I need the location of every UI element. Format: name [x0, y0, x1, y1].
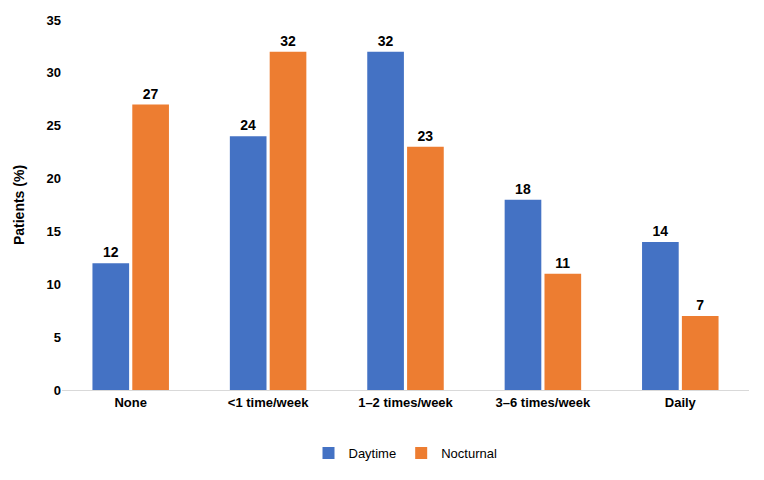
svg-text:30: 30 — [47, 65, 61, 80]
svg-text:27: 27 — [143, 86, 159, 102]
svg-text:Patients (%): Patients (%) — [11, 165, 27, 245]
svg-text:3–6 times/week: 3–6 times/week — [496, 395, 591, 410]
svg-text:20: 20 — [47, 171, 61, 186]
svg-text:25: 25 — [47, 118, 61, 133]
svg-text:7: 7 — [696, 297, 704, 313]
svg-text:10: 10 — [47, 277, 61, 292]
svg-text:Daily: Daily — [665, 395, 697, 410]
svg-text:Daytime: Daytime — [349, 446, 397, 461]
svg-text:24: 24 — [240, 117, 256, 133]
svg-text:12: 12 — [103, 244, 119, 260]
svg-text:15: 15 — [47, 224, 61, 239]
svg-text:5: 5 — [54, 330, 61, 345]
svg-text:0: 0 — [54, 383, 61, 398]
svg-text:23: 23 — [418, 128, 434, 144]
svg-text:14: 14 — [652, 223, 668, 239]
svg-text:Nocturnal: Nocturnal — [441, 446, 497, 461]
svg-text:35: 35 — [47, 13, 61, 28]
svg-text:None: None — [114, 395, 147, 410]
svg-text:18: 18 — [515, 181, 531, 197]
svg-text:11: 11 — [555, 255, 570, 271]
svg-text:32: 32 — [280, 33, 296, 49]
svg-text:32: 32 — [378, 33, 394, 49]
svg-text:<1 time/week: <1 time/week — [228, 395, 309, 410]
svg-text:1–2 times/week: 1–2 times/week — [358, 395, 453, 410]
